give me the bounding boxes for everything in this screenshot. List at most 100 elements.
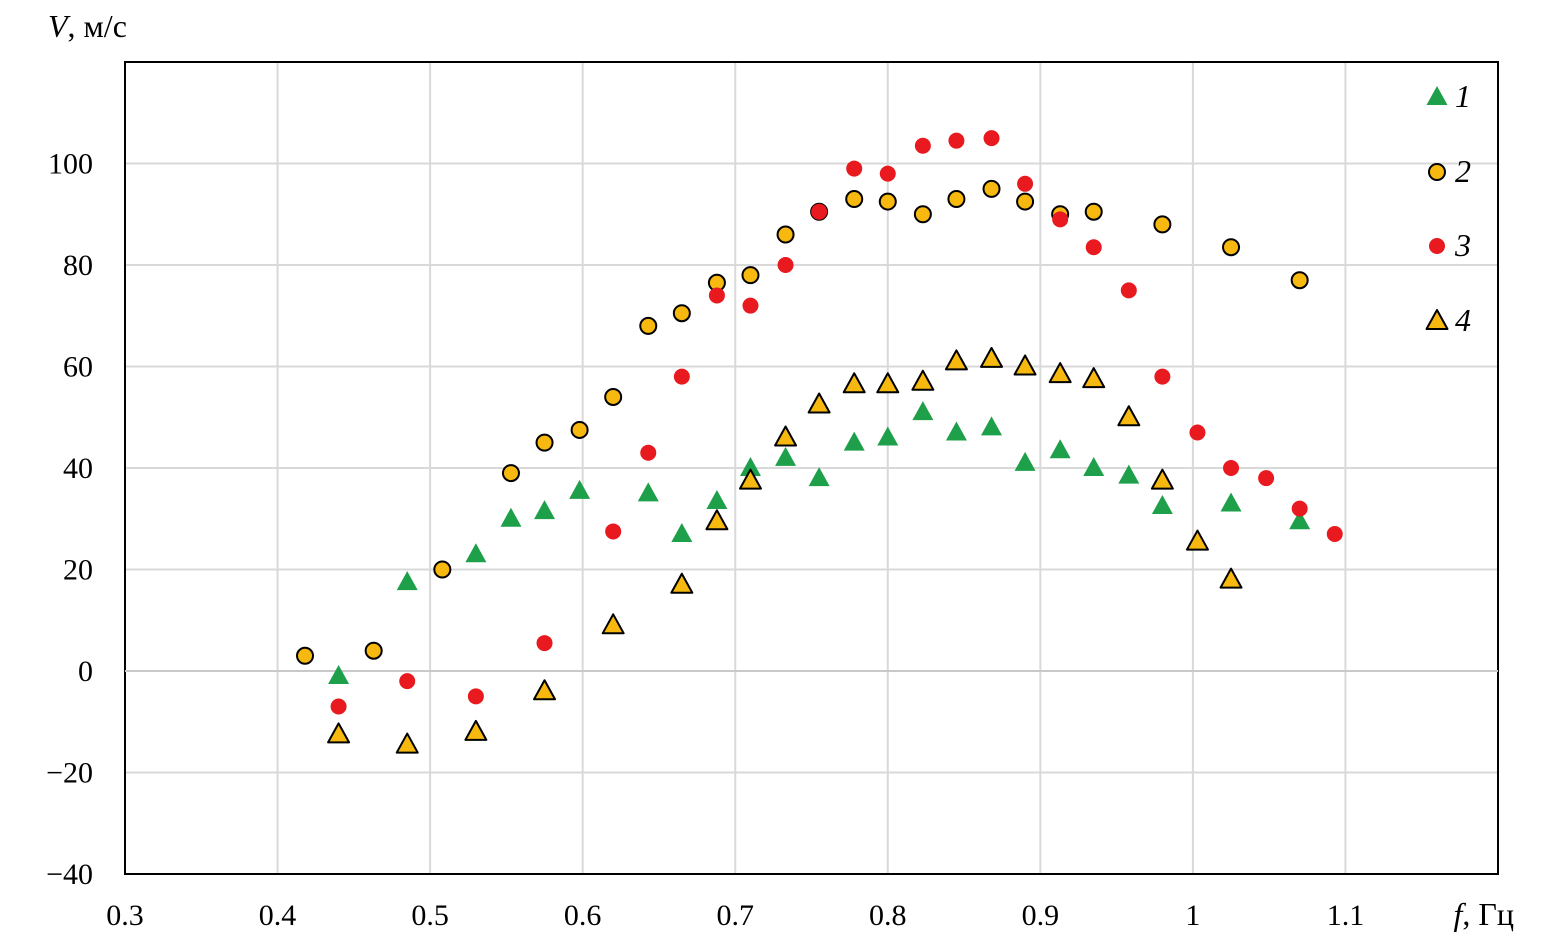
series-3-point — [1120, 282, 1137, 299]
series-3-point — [1326, 525, 1343, 542]
series-3-point — [399, 673, 416, 690]
legend-item-4: 4 — [1425, 302, 1471, 338]
legend-label-4: 4 — [1455, 302, 1471, 338]
series-1-point — [1220, 492, 1242, 512]
series-1-point — [465, 543, 487, 563]
series-1-point — [912, 401, 934, 421]
series-4-point — [1185, 529, 1209, 551]
series-2-point — [364, 641, 383, 660]
series-4-point — [327, 722, 351, 744]
series-3-point — [742, 297, 759, 314]
data-points — [296, 130, 1343, 754]
series-4-point — [1150, 468, 1174, 490]
series-1-point — [981, 416, 1003, 436]
series-1-points — [328, 401, 1311, 685]
series-3-point — [983, 130, 1000, 147]
series-1-point — [1014, 451, 1036, 471]
series-2-point — [1016, 192, 1035, 211]
y-tick-label: −20 — [46, 757, 93, 790]
series-3-point — [467, 688, 484, 705]
series-3-point — [914, 137, 931, 154]
series-2-point — [947, 190, 966, 209]
series-4-point — [1117, 405, 1141, 427]
series-3-point — [811, 203, 828, 220]
x-axis-unit: , Гц — [1462, 896, 1514, 932]
series-3-point — [1189, 424, 1206, 441]
series-1-point — [637, 482, 659, 502]
series-1-point — [569, 479, 591, 499]
x-tick-label: 0.3 — [106, 899, 144, 932]
y-tick-label: −40 — [46, 858, 93, 891]
series-2-point — [672, 304, 691, 323]
legend-marker-4 — [1425, 308, 1449, 330]
series-4-point — [1219, 567, 1243, 589]
x-tick-label: 0.6 — [564, 899, 602, 932]
series-1-point — [945, 421, 967, 441]
series-4-point — [533, 679, 557, 701]
series-3-point — [640, 444, 657, 461]
series-4-point — [1082, 367, 1106, 389]
series-2-point — [913, 205, 932, 224]
series-3-point — [1291, 500, 1308, 517]
series-3-point — [673, 368, 690, 385]
series-3-point — [708, 287, 725, 304]
series-1-point — [843, 431, 865, 451]
series-1-point — [1083, 456, 1105, 476]
series-4-point — [807, 392, 831, 414]
legend-item-1: 1 — [1426, 78, 1471, 114]
series-4-point — [1013, 354, 1037, 376]
series-1-point — [1118, 464, 1140, 484]
legend-label-3: 3 — [1454, 227, 1471, 263]
series-3-point — [777, 257, 794, 273]
series-3-point — [330, 698, 347, 715]
series-1-point — [775, 446, 797, 466]
series-4-point — [911, 369, 935, 391]
legend-label-1: 1 — [1455, 78, 1471, 114]
y-tick-label: 80 — [63, 249, 93, 282]
series-4-point — [876, 372, 900, 394]
x-tick-label: 1.1 — [1327, 899, 1365, 932]
series-4-points — [327, 346, 1243, 754]
x-tick-label: 0.5 — [411, 899, 449, 932]
series-2-point — [433, 560, 452, 579]
y-tick-label: 100 — [48, 148, 93, 181]
series-1-point — [1151, 495, 1173, 515]
series-1-point — [1289, 510, 1311, 530]
series-1-point — [328, 665, 350, 685]
y-tick-label: 0 — [78, 655, 93, 688]
series-2-point — [982, 179, 1001, 198]
legend-item-3: 3 — [1429, 227, 1471, 263]
x-tick-label: 0.9 — [1022, 899, 1060, 932]
series-1-point — [706, 489, 728, 509]
series-3-point — [1052, 211, 1069, 228]
series-1-point — [877, 426, 899, 446]
series-3-point — [1154, 368, 1171, 385]
series-1-point — [500, 507, 522, 527]
series-4-point — [601, 613, 625, 635]
grid — [125, 62, 1498, 874]
series-2-point — [1222, 238, 1241, 257]
x-tick-label: 0.7 — [716, 899, 754, 932]
x-tick-label: 0.8 — [869, 899, 907, 932]
legend-marker-3 — [1429, 238, 1445, 254]
series-3-points — [330, 130, 1343, 715]
series-2-point — [1290, 271, 1309, 290]
series-1-point — [671, 522, 693, 542]
series-1-point — [739, 456, 761, 476]
series-4-point — [1048, 362, 1072, 384]
series-2-point — [776, 225, 795, 244]
y-axis-title: V, м/с — [48, 8, 127, 44]
series-2-point — [535, 433, 554, 452]
x-tick-label: 1 — [1185, 899, 1200, 932]
series-1-point — [808, 467, 830, 487]
series-4-point — [980, 346, 1004, 368]
series-2-point — [1084, 202, 1103, 221]
series-2-points — [296, 179, 1309, 665]
legend-label-2: 2 — [1455, 153, 1471, 189]
legend-marker-1 — [1426, 85, 1448, 105]
series-4-point — [944, 349, 968, 371]
series-4-point — [464, 719, 488, 741]
series-4-point — [705, 509, 729, 531]
series-3-point — [1223, 460, 1240, 476]
